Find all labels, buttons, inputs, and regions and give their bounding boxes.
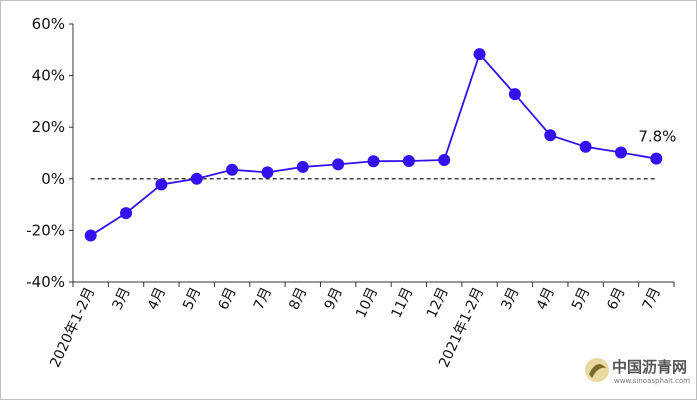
x-tick-label: 12月 [424,285,452,321]
data-label: 7.8% [638,128,676,146]
y-axis: -40% -20% 0% 20% 40% 60% [26,15,74,291]
x-tick-label: 5月 [180,285,204,313]
x-tick-label: 3月 [498,285,522,313]
watermark: 中国沥青网 www.sinoasphalt.com [585,358,690,385]
x-tick-label: 7月 [640,285,664,313]
x-tick-label: 8月 [286,285,310,313]
watermark-name: 中国沥青网 [612,358,687,376]
data-point [544,129,557,142]
x-tick-label: 11月 [389,285,417,321]
watermark-url: www.sinoasphalt.com [614,377,690,385]
data-point [438,153,451,166]
x-tick-label: 2020年1-2月 [47,285,98,370]
x-tick-label: 4月 [534,285,558,313]
x-axis: 2020年1-2月 3月 4月 5月 6月 7月 8月 9月 10月 11月 12月2021年1-2… [47,281,675,370]
data-point [261,166,274,179]
y-tick-label: 60% [32,15,65,33]
series-line [90,52,657,237]
data-point [402,154,415,167]
watermark-logo-swirl [589,364,606,378]
y-tick-label: 0% [41,170,65,188]
data-point [296,160,309,173]
x-tick-label: 9月 [322,285,346,313]
data-point [579,140,592,153]
data-point [226,163,239,176]
x-tick-label: 4月 [145,285,169,313]
y-tick-label: 20% [32,118,65,136]
data-point [190,172,203,185]
data-point [120,207,133,220]
data-point [508,88,521,101]
data-point [84,229,97,242]
y-tick-label: -40% [26,273,65,291]
series-group [84,48,663,242]
data-point [155,178,168,191]
data-point [473,48,486,61]
x-tick-label: 7月 [251,285,275,313]
data-point [332,158,345,171]
data-labels: 7.8% [638,128,676,146]
x-tick-label: 6月 [216,285,240,313]
data-point [367,155,380,168]
x-tick-label: 3月 [109,285,133,313]
y-tick-label: 40% [32,67,65,85]
x-tick-label: 6月 [604,285,628,313]
y-tick-label: -20% [26,221,65,239]
data-point [650,152,663,165]
x-tick-label: 5月 [569,285,593,313]
data-point [614,146,627,159]
x-tick-label: 10月 [353,285,381,321]
